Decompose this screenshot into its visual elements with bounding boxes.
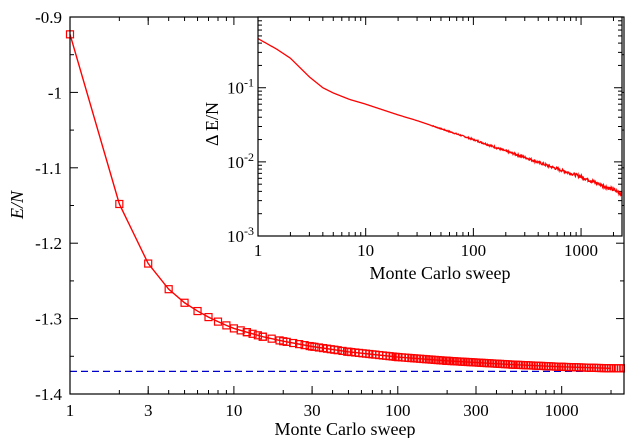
x-tick-label: 100 (385, 401, 411, 420)
data-point (314, 343, 323, 352)
inset-series-line (257, 38, 623, 197)
x-tick-label: 300 (463, 401, 489, 420)
data-point (310, 342, 319, 351)
data-point (338, 346, 347, 356)
data-point (213, 317, 223, 326)
data-point (305, 341, 314, 351)
inset-x-tick-label: 100 (461, 241, 487, 260)
x-tick-label: 10 (225, 401, 242, 420)
main-plot: 1 3 10 30 100 300 1000 -0.9 -1 -1.1 -1.2 -1.3 -1.4 (35, 8, 625, 420)
series-line (69, 34, 612, 370)
data-point (289, 338, 298, 348)
inset-y-tick-label: 10-3 (227, 224, 254, 246)
data-point (236, 326, 245, 335)
data-point (342, 347, 352, 356)
inset-x-tick-label: 1000 (564, 241, 598, 260)
data-point (242, 328, 251, 337)
data-point (253, 331, 262, 340)
data-point (193, 306, 202, 316)
main-xlabel: Monte Carlo sweep (275, 419, 416, 438)
inset-xlabel: Monte Carlo sweep (370, 263, 511, 283)
x-tick-label: 30 (304, 401, 321, 420)
data-point (300, 341, 309, 350)
data-point (115, 199, 124, 209)
data-point (164, 285, 173, 294)
inset-background (258, 17, 622, 236)
data-point (180, 298, 189, 307)
y-tick-label: -1.3 (35, 310, 62, 329)
x-tick-label: 3 (144, 401, 153, 420)
data-point (144, 259, 153, 268)
x-tick-label: 1 (66, 401, 75, 420)
y-tick-label: -1.4 (35, 385, 62, 404)
data-point (333, 346, 342, 355)
data-point (248, 329, 257, 338)
data-point (267, 334, 276, 343)
main-ylabel: E/N (7, 190, 27, 220)
y-tick-label: -0.9 (35, 8, 62, 27)
inset-y-tick-label: 10-2 (227, 150, 254, 172)
data-point (295, 340, 304, 349)
x-tick-label: 1000 (545, 401, 579, 420)
y-tick-label: -1.1 (35, 159, 62, 178)
inset-x-tick-label: 10 (357, 241, 374, 260)
inset-y-tick-label: 10-1 (227, 76, 254, 98)
data-point (204, 312, 213, 322)
inset-frame (257, 16, 623, 237)
inset-x-tick-label: 1 (254, 241, 263, 260)
inset-ylabel: Δ E/N (202, 102, 222, 146)
inset-plot: 1 10 100 1000 10-3 10-2 10-1 (227, 16, 623, 260)
data-point (258, 332, 267, 341)
y-tick-label: -1 (48, 83, 62, 102)
y-tick-label: -1.2 (35, 234, 62, 253)
